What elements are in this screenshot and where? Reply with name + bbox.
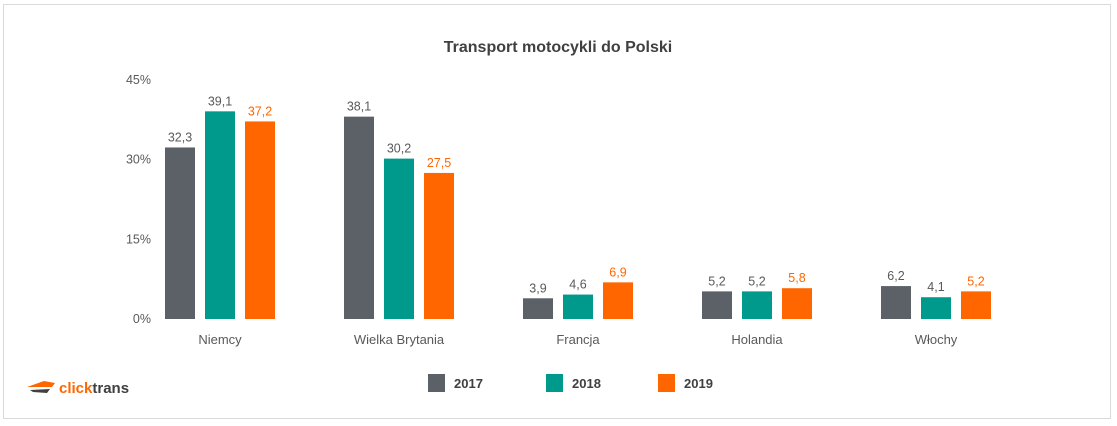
data-label: 5,2 (748, 274, 765, 288)
bar-2017-0 (165, 147, 195, 319)
x-category-label: Francja (556, 332, 600, 347)
bars-group: 32,3 39,1 37,2 38,1 30,2 27,5 3,9 4,6 6,9 5,2 5,2 5… (165, 94, 991, 319)
bar-2017-3 (702, 291, 732, 319)
truck-logo-icon (27, 381, 55, 393)
data-label: 27,5 (427, 156, 451, 170)
y-tick-label: 0% (133, 312, 151, 326)
legend-swatch-2018 (546, 374, 563, 392)
data-label: 5,8 (788, 271, 805, 285)
x-category-label: Wielka Brytania (354, 332, 445, 347)
data-label: 5,2 (708, 274, 725, 288)
y-tick-label: 45% (126, 73, 151, 87)
bar-2019-3 (782, 288, 812, 319)
bar-2018-3 (742, 291, 772, 319)
data-label: 32,3 (168, 130, 192, 144)
bar-2017-1 (344, 116, 374, 319)
bar-2019-0 (245, 121, 275, 319)
brand-text: clicktrans (59, 380, 129, 397)
bar-2018-2 (563, 294, 593, 319)
bar-2018-0 (205, 111, 235, 319)
bar-2019-2 (603, 282, 633, 319)
data-label: 6,9 (609, 265, 626, 279)
x-category-label: Niemcy (198, 332, 242, 347)
data-label: 30,2 (387, 142, 411, 156)
legend-label: 2019 (684, 376, 713, 391)
x-category-label: Włochy (915, 332, 958, 347)
bar-2019-1 (424, 172, 454, 319)
brand-suffix: trans (92, 380, 129, 397)
bar-2019-4 (961, 291, 991, 319)
clicktrans-logo: clicktrans (27, 380, 129, 397)
legend-label: 2018 (572, 376, 601, 391)
bar-2018-4 (921, 297, 951, 319)
data-label: 4,1 (927, 280, 944, 294)
y-axis: 0% 15% 30% 45% (126, 73, 151, 326)
legend-label: 2017 (454, 376, 483, 391)
data-label: 4,6 (569, 278, 586, 292)
brand-prefix: click (59, 380, 93, 397)
y-tick-label: 15% (126, 232, 151, 246)
data-label: 39,1 (208, 94, 232, 108)
data-label: 38,1 (347, 100, 371, 114)
y-tick-label: 30% (126, 153, 151, 167)
bar-2017-2 (523, 298, 553, 319)
data-label: 3,9 (529, 281, 546, 295)
bar-2017-4 (881, 286, 911, 319)
legend-swatch-2019 (658, 374, 675, 392)
legend-swatch-2017 (428, 374, 445, 392)
data-label: 37,2 (248, 104, 272, 118)
data-label: 6,2 (887, 269, 904, 283)
x-category-label: Holandia (731, 332, 783, 347)
legend: 2017 2018 2019 (428, 374, 713, 392)
x-axis: Niemcy Wielka Brytania Francja Holandia Włoc… (198, 332, 957, 347)
chart-title: Transport motocykli do Polski (444, 39, 673, 56)
bar-2018-1 (384, 158, 414, 319)
data-label: 5,2 (967, 274, 984, 288)
